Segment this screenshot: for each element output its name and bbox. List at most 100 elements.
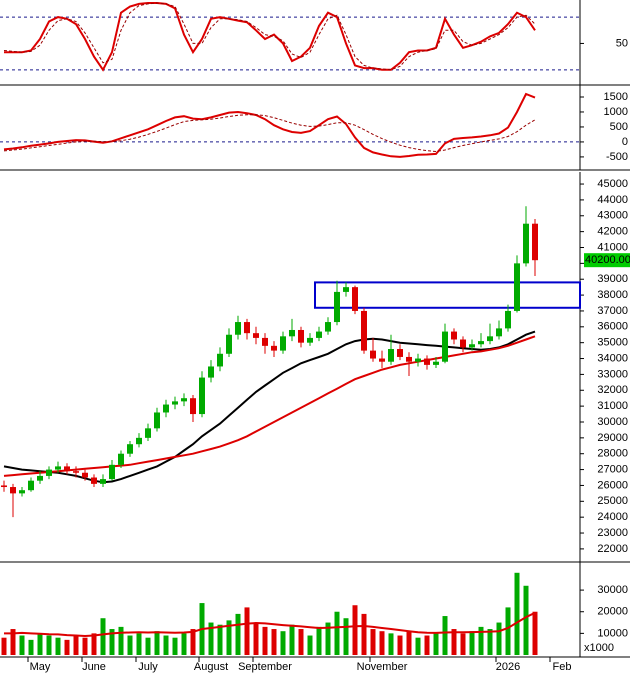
volume-bar <box>442 616 448 655</box>
candle-body <box>289 329 295 337</box>
volume-bar <box>298 629 304 655</box>
candle-body <box>109 464 115 480</box>
volume-bar <box>406 631 412 655</box>
candle-body <box>352 287 358 311</box>
y-tick-label: 23000 <box>597 527 628 539</box>
volume-bar <box>127 635 133 655</box>
y-tick-label: 42000 <box>597 226 628 238</box>
candle-body <box>199 377 205 415</box>
candle-body <box>91 477 97 484</box>
y-tick-label: -500 <box>606 151 628 163</box>
volume-bar <box>361 613 367 655</box>
y-tick-label: 43000 <box>597 210 628 222</box>
y-tick-label: 0 <box>622 136 628 148</box>
volume-bar <box>109 629 115 655</box>
y-tick-label: 37000 <box>597 305 628 317</box>
candle-body <box>325 322 331 332</box>
y-tick-label: 34000 <box>597 352 628 364</box>
volume-bar <box>19 635 25 655</box>
y-tick-label: 26000 <box>597 479 628 491</box>
candle-body <box>298 329 304 343</box>
volume-bar <box>496 622 502 655</box>
candle-body <box>370 350 376 359</box>
candle-body <box>64 466 70 472</box>
candle-body <box>154 412 160 429</box>
y-tick-label: 20000 <box>597 606 628 618</box>
y-tick-label: 10000 <box>597 627 628 639</box>
candle-body <box>118 453 124 465</box>
candle-body <box>217 353 223 367</box>
candle-body <box>397 349 403 357</box>
y-tick-label: 33000 <box>597 368 628 380</box>
volume-bar <box>307 635 313 655</box>
volume-bar <box>10 629 16 655</box>
volume-bar <box>415 637 421 655</box>
candle-body <box>487 336 493 342</box>
volume-bar <box>136 633 142 655</box>
candle-body <box>451 331 457 340</box>
candle-body <box>226 334 232 354</box>
volume-bar <box>235 613 241 655</box>
x-tick-label: May <box>30 661 51 673</box>
candle-body <box>361 310 367 351</box>
line <box>4 611 536 638</box>
candle-body <box>532 223 538 261</box>
y-tick-label: 500 <box>610 121 628 133</box>
candle-body <box>181 398 187 402</box>
candle-body <box>460 339 466 348</box>
x-tick-label: September <box>238 661 292 673</box>
candle-body <box>37 475 43 481</box>
candle-body <box>271 345 277 351</box>
x-tick-label: 2026 <box>496 661 520 673</box>
volume-bar <box>397 635 403 655</box>
candle-body <box>433 361 439 365</box>
volume-bar <box>172 637 178 655</box>
line <box>3 92 536 158</box>
volume-bar <box>379 631 385 655</box>
volume-bar <box>352 605 358 655</box>
candle-body <box>172 401 178 405</box>
candle-body <box>73 471 79 473</box>
y-tick-label: 31000 <box>597 400 628 412</box>
y-tick-label: 24000 <box>597 511 628 523</box>
volume-bar <box>253 622 259 655</box>
volume-bar <box>514 572 520 655</box>
volume-bar <box>280 631 286 655</box>
candle-body <box>163 404 169 413</box>
candle-body <box>478 341 484 345</box>
volume-bar <box>37 633 43 655</box>
candle-body <box>244 322 250 334</box>
y-tick-label: 1000 <box>604 106 628 118</box>
candle-body <box>208 366 214 378</box>
y-tick-label: 32000 <box>597 384 628 396</box>
volume-bar <box>262 626 268 655</box>
candle-body <box>10 487 16 494</box>
candle-body <box>127 444 133 454</box>
candle-body <box>505 310 511 329</box>
volume-bar <box>154 631 160 655</box>
candle-body <box>514 263 520 311</box>
volume-bar <box>388 633 394 655</box>
candle-body <box>334 291 340 323</box>
y-tick-label: 30000 <box>597 416 628 428</box>
volume-bar <box>289 624 295 655</box>
volume-bar <box>487 629 493 655</box>
y-tick-label: 28000 <box>597 448 628 460</box>
y-tick-label: 39000 <box>597 273 628 285</box>
candle-body <box>316 331 322 338</box>
volume-bar <box>316 626 322 655</box>
y-tick-label: 35000 <box>597 337 628 349</box>
volume-bar <box>244 607 250 655</box>
x-tick-label: August <box>194 661 228 673</box>
candle-body <box>145 428 151 438</box>
volume-bar <box>73 635 79 655</box>
volume-bar <box>208 622 214 655</box>
volume-bar <box>55 637 61 655</box>
volume-bar <box>478 626 484 655</box>
candle-body <box>343 287 349 292</box>
candle-body <box>253 333 259 338</box>
x-tick-label: July <box>138 661 158 673</box>
volume-bar <box>145 637 151 655</box>
candle-body <box>55 466 61 470</box>
